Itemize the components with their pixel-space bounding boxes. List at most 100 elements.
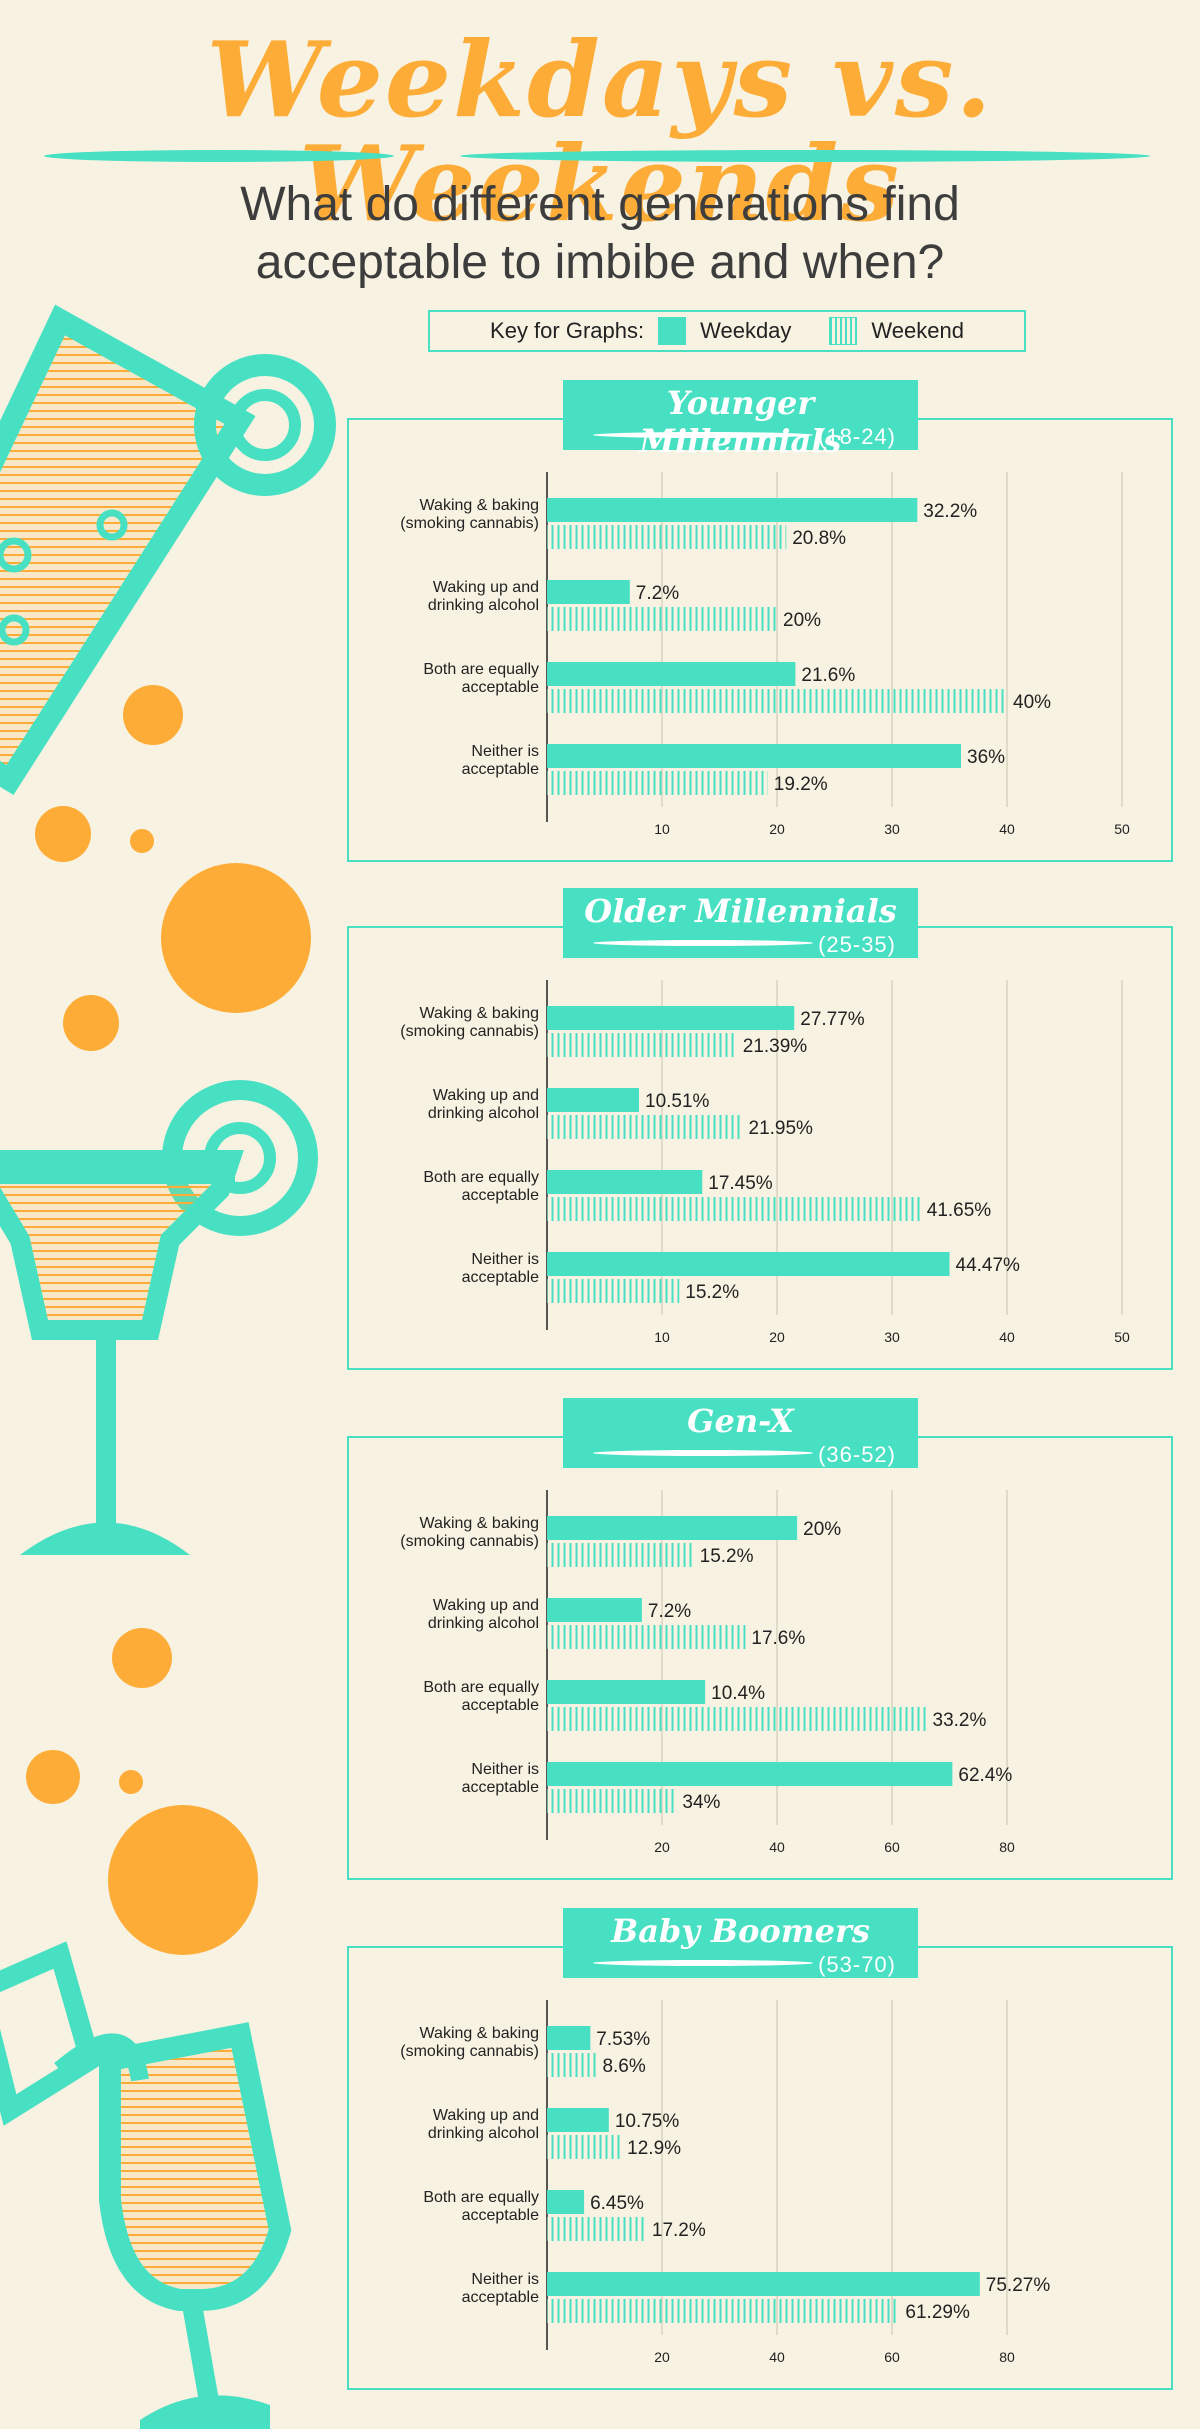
- category-label: acceptable: [462, 2289, 539, 2306]
- tick-label: 40: [999, 821, 1015, 837]
- group-name: Baby Boomers: [611, 1912, 870, 1950]
- category-label: Both are equally: [423, 1679, 539, 1696]
- weekday-bar: [547, 1170, 703, 1194]
- page-title: Weekdays vs. Weekends: [206, 18, 994, 245]
- weekend-bar: [547, 1543, 694, 1567]
- value-label: 21.95%: [749, 1118, 814, 1139]
- weekend-bar: [547, 1197, 921, 1221]
- weekday-key-label: Weekday: [700, 318, 792, 343]
- value-label: 8.6%: [602, 2056, 645, 2077]
- category-label: Neither is: [471, 1251, 539, 1268]
- category-label: drinking alcohol: [428, 1105, 539, 1122]
- category-label: acceptable: [462, 761, 539, 778]
- category-label: (smoking cannabis): [400, 2043, 539, 2060]
- value-label: 20%: [783, 610, 821, 631]
- weekend-bar: [547, 2299, 900, 2323]
- weekday-bar: [547, 2272, 980, 2296]
- tick-label: 20: [769, 1329, 785, 1345]
- weekday-bar: [547, 2108, 609, 2132]
- weekday-bar: [547, 2190, 585, 2214]
- chart-younger-millennials: 10 20 30 40 50 Waking & baking (smoking cannab…: [347, 462, 1173, 852]
- badge-swoosh: [593, 1960, 813, 1966]
- value-label: 7.2%: [648, 1601, 691, 1622]
- category-label: Both are equally: [423, 661, 539, 678]
- bubble-icons-top: [35, 685, 311, 1051]
- tick-label: 80: [999, 2349, 1015, 2365]
- weekday-bar: [547, 662, 796, 686]
- value-label: 62.4%: [958, 1765, 1012, 1786]
- value-label: 75.27%: [986, 2275, 1051, 2296]
- weekend-swatch: [829, 317, 858, 345]
- category-label: Waking up and: [433, 1087, 539, 1104]
- weekday-swatch: [658, 317, 687, 345]
- tick-label: 80: [999, 1839, 1015, 1855]
- value-label: 32.2%: [923, 501, 977, 522]
- weekday-bar: [547, 1680, 706, 1704]
- badge-gen-x: Gen-X (36-52): [563, 1398, 918, 1468]
- weekend-key-label: Weekend: [871, 318, 964, 343]
- tick-label: 60: [884, 2349, 900, 2365]
- category-label: Waking & baking: [420, 1005, 539, 1022]
- weekend-bar: [547, 525, 787, 549]
- category-label: Neither is: [471, 743, 539, 760]
- weekend-bar: [547, 1279, 680, 1303]
- weekday-bar: [547, 1006, 795, 1030]
- category-label: acceptable: [462, 1779, 539, 1796]
- subtitle-line-2: acceptable to imbibe and when?: [255, 236, 945, 289]
- group-age: (53-70): [818, 1952, 896, 1977]
- weekend-bar: [547, 1033, 737, 1057]
- group-age: (18-24): [818, 424, 896, 449]
- weekend-bar: [547, 1115, 743, 1139]
- weekday-bar: [547, 1252, 950, 1276]
- badge-swoosh: [593, 432, 813, 438]
- title-underline-left: [44, 150, 394, 162]
- value-label: 10.51%: [645, 1091, 710, 1112]
- weekend-bar: [547, 1789, 677, 1813]
- category-label: (smoking cannabis): [400, 515, 539, 532]
- category-label: Both are equally: [423, 1169, 539, 1186]
- value-label: 33.2%: [933, 1710, 987, 1731]
- category-label: Neither is: [471, 2271, 539, 2288]
- value-label: 20.8%: [792, 528, 846, 549]
- chart-baby-boomers: 20 40 60 80 Waking & baking (smoking cannabis…: [347, 1990, 1173, 2380]
- group-name: Younger Millennials: [639, 384, 842, 460]
- tick-label: 30: [884, 1329, 900, 1345]
- category-label: Waking up and: [433, 579, 539, 596]
- badge-baby-boomers: Baby Boomers (53-70): [563, 1908, 918, 1978]
- tick-label: 40: [999, 1329, 1015, 1345]
- chart-older-millennials: 10 20 30 40 50 Waking & baking (smoking cannab…: [347, 970, 1173, 1360]
- tick-label: 50: [1114, 1329, 1130, 1345]
- tick-label: 20: [769, 821, 785, 837]
- bubble-icons-bottom: [26, 1628, 258, 1955]
- weekday-bar: [547, 1762, 953, 1786]
- category-label: (smoking cannabis): [400, 1533, 539, 1550]
- tick-label: 60: [884, 1839, 900, 1855]
- category-label: Waking up and: [433, 2107, 539, 2124]
- value-label: 17.45%: [708, 1173, 773, 1194]
- tilted-glass-icon: [0, 304, 336, 796]
- weekend-bar: [547, 689, 1007, 713]
- category-label: (smoking cannabis): [400, 1023, 539, 1040]
- tick-label: 40: [769, 2349, 785, 2365]
- value-label: 17.2%: [652, 2220, 706, 2241]
- weekend-bar: [547, 2053, 597, 2077]
- category-label: Waking & baking: [420, 2025, 539, 2042]
- value-label: 36%: [967, 747, 1005, 768]
- category-label: acceptable: [462, 679, 539, 696]
- category-label: Neither is: [471, 1761, 539, 1778]
- weekday-bar: [547, 744, 961, 768]
- chart-gen-x: 20 40 60 80 Waking & baking (smoking cannabis…: [347, 1480, 1173, 1870]
- chart-svg: 20 40 60 80 Waking & baking(smoking cannabis…: [400, 1490, 1015, 1855]
- tick-label: 50: [1114, 821, 1130, 837]
- badge-younger-millennials: Younger Millennials (18-24): [563, 380, 918, 460]
- value-label: 15.2%: [700, 1546, 754, 1567]
- weekday-bar: [547, 1088, 639, 1112]
- tick-label: 10: [654, 821, 670, 837]
- weekday-bar: [547, 1516, 798, 1540]
- weekend-bar: [547, 607, 777, 631]
- weekday-bar: [547, 498, 918, 522]
- value-label: 20%: [803, 1519, 841, 1540]
- group-age: (36-52): [818, 1442, 896, 1467]
- weekend-bar: [547, 771, 768, 795]
- value-label: 10.4%: [711, 1683, 765, 1704]
